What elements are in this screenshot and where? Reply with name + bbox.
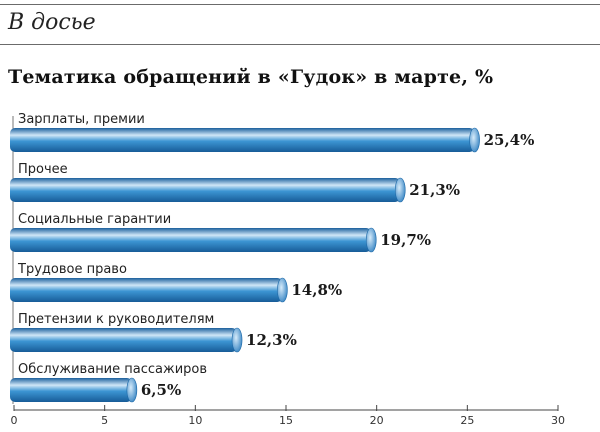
bar-row: Зарплаты, премии 25,4% — [10, 112, 535, 153]
bar-chart: Зарплаты, премии 25,4% Прочее 21,3% Социальн… — [10, 112, 565, 427]
x-tick-label: 0 — [11, 414, 18, 427]
bar-cap — [277, 277, 288, 303]
x-tick-label: 25 — [460, 414, 474, 427]
value-label: 19,7% — [380, 231, 431, 249]
bar-row: Претензии к руководителям 12,3% — [10, 312, 297, 353]
category-label: Претензии к руководителям — [18, 312, 214, 327]
bar-row: Обслуживание пассажиров 6,5% — [10, 362, 207, 403]
x-tick-label: 15 — [279, 414, 293, 427]
bar — [10, 178, 401, 202]
category-label: Зарплаты, премии — [18, 112, 145, 127]
x-tick-label: 20 — [370, 414, 384, 427]
section-title: В досье — [8, 10, 96, 35]
x-axis: 0 5 10 15 20 25 30 — [11, 405, 565, 427]
value-label: 12,3% — [246, 331, 297, 349]
category-label: Прочее — [18, 162, 68, 177]
bar — [10, 128, 475, 152]
value-label: 21,3% — [409, 181, 460, 199]
category-label: Социальные гарантии — [18, 212, 171, 227]
top-rule — [0, 4, 600, 5]
header-rule — [0, 44, 600, 45]
bar-row: Трудовое право 14,8% — [10, 262, 342, 303]
category-label: Трудовое право — [17, 262, 127, 277]
bar — [10, 278, 283, 302]
bar-cap — [231, 327, 243, 353]
category-label: Обслуживание пассажиров — [18, 362, 207, 377]
bars-group: Зарплаты, премии 25,4% Прочее 21,3% Социальн… — [10, 112, 534, 404]
bar-cap — [469, 127, 480, 153]
bar-cap — [394, 177, 406, 203]
bar-cap — [126, 377, 138, 403]
bar — [10, 228, 372, 252]
bar — [10, 378, 132, 402]
value-label: 25,4% — [484, 131, 535, 149]
value-label: 14,8% — [291, 281, 342, 299]
x-tick-label: 10 — [188, 414, 202, 427]
bar-row: Социальные гарантии 19,7% — [10, 212, 431, 253]
x-tick-label: 5 — [101, 414, 108, 427]
x-tick-label: 30 — [551, 414, 565, 427]
chart-title: Тематика обращений в «Гудок» в марте, % — [8, 66, 494, 88]
bar-cap — [365, 227, 377, 253]
bar — [10, 328, 238, 352]
value-label: 6,5% — [141, 381, 181, 399]
bar-row: Прочее 21,3% — [10, 162, 460, 203]
